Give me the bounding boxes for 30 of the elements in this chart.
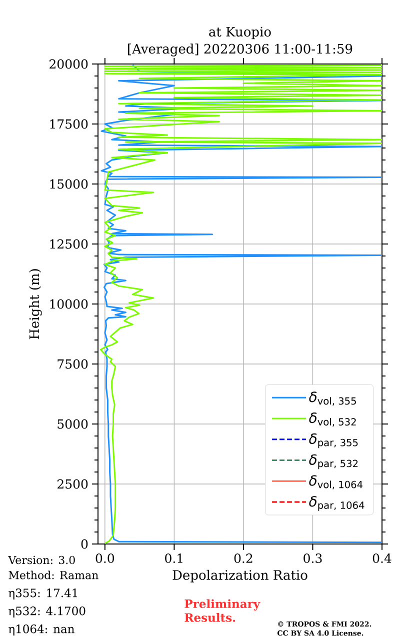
text: η532: 4.1700: [8, 606, 86, 618]
text: Version: 3.0: [8, 556, 75, 564]
y-tick-label: 0: [81, 539, 88, 549]
y-tick-label: 15000: [50, 179, 88, 189]
y-tick-label: 20000: [50, 59, 88, 69]
x-tick-label: 0.3: [304, 554, 322, 563]
legend-label: δ$_{vol, 355}$: [309, 392, 356, 406]
text: Method: Raman: [8, 570, 98, 580]
x-axis-title: Depolarization Ratio: [172, 570, 308, 582]
y-tick-label: 5000: [58, 419, 88, 429]
y-tick-label: 7500: [58, 359, 88, 369]
y-tick-label: 17500: [50, 119, 88, 129]
legend-label: δ$_{vol, 1064}$: [309, 475, 362, 490]
legend-label: δ$_{par, 355}$: [309, 433, 358, 448]
x-tick-label: 0.0: [96, 554, 114, 563]
legend-label: δ$_{par, 532}$: [309, 454, 358, 470]
legend-label: δ$_{par, 1064}$: [309, 496, 364, 511]
x-tick-label: 0.4: [372, 554, 392, 563]
y-axis-title: Height (m): [29, 269, 42, 340]
y-tick-label: 12500: [50, 239, 88, 249]
legend-label: δ$_{vol, 532}$: [309, 412, 356, 427]
y-tick-label: 2500: [58, 479, 88, 489]
x-tick-label: 0.1: [165, 554, 182, 563]
text: Preliminary Results.: [184, 599, 260, 622]
y-tick-label: 10000: [50, 299, 88, 309]
text: η1064: nan: [8, 624, 74, 636]
chart-subtitle: [Averaged] 20220306 11:00-11:59: [128, 44, 352, 56]
x-tick-label: 0.2: [234, 554, 252, 563]
chart-title: at Kuopio: [209, 26, 271, 40]
text: η355: 17.41: [8, 588, 78, 600]
